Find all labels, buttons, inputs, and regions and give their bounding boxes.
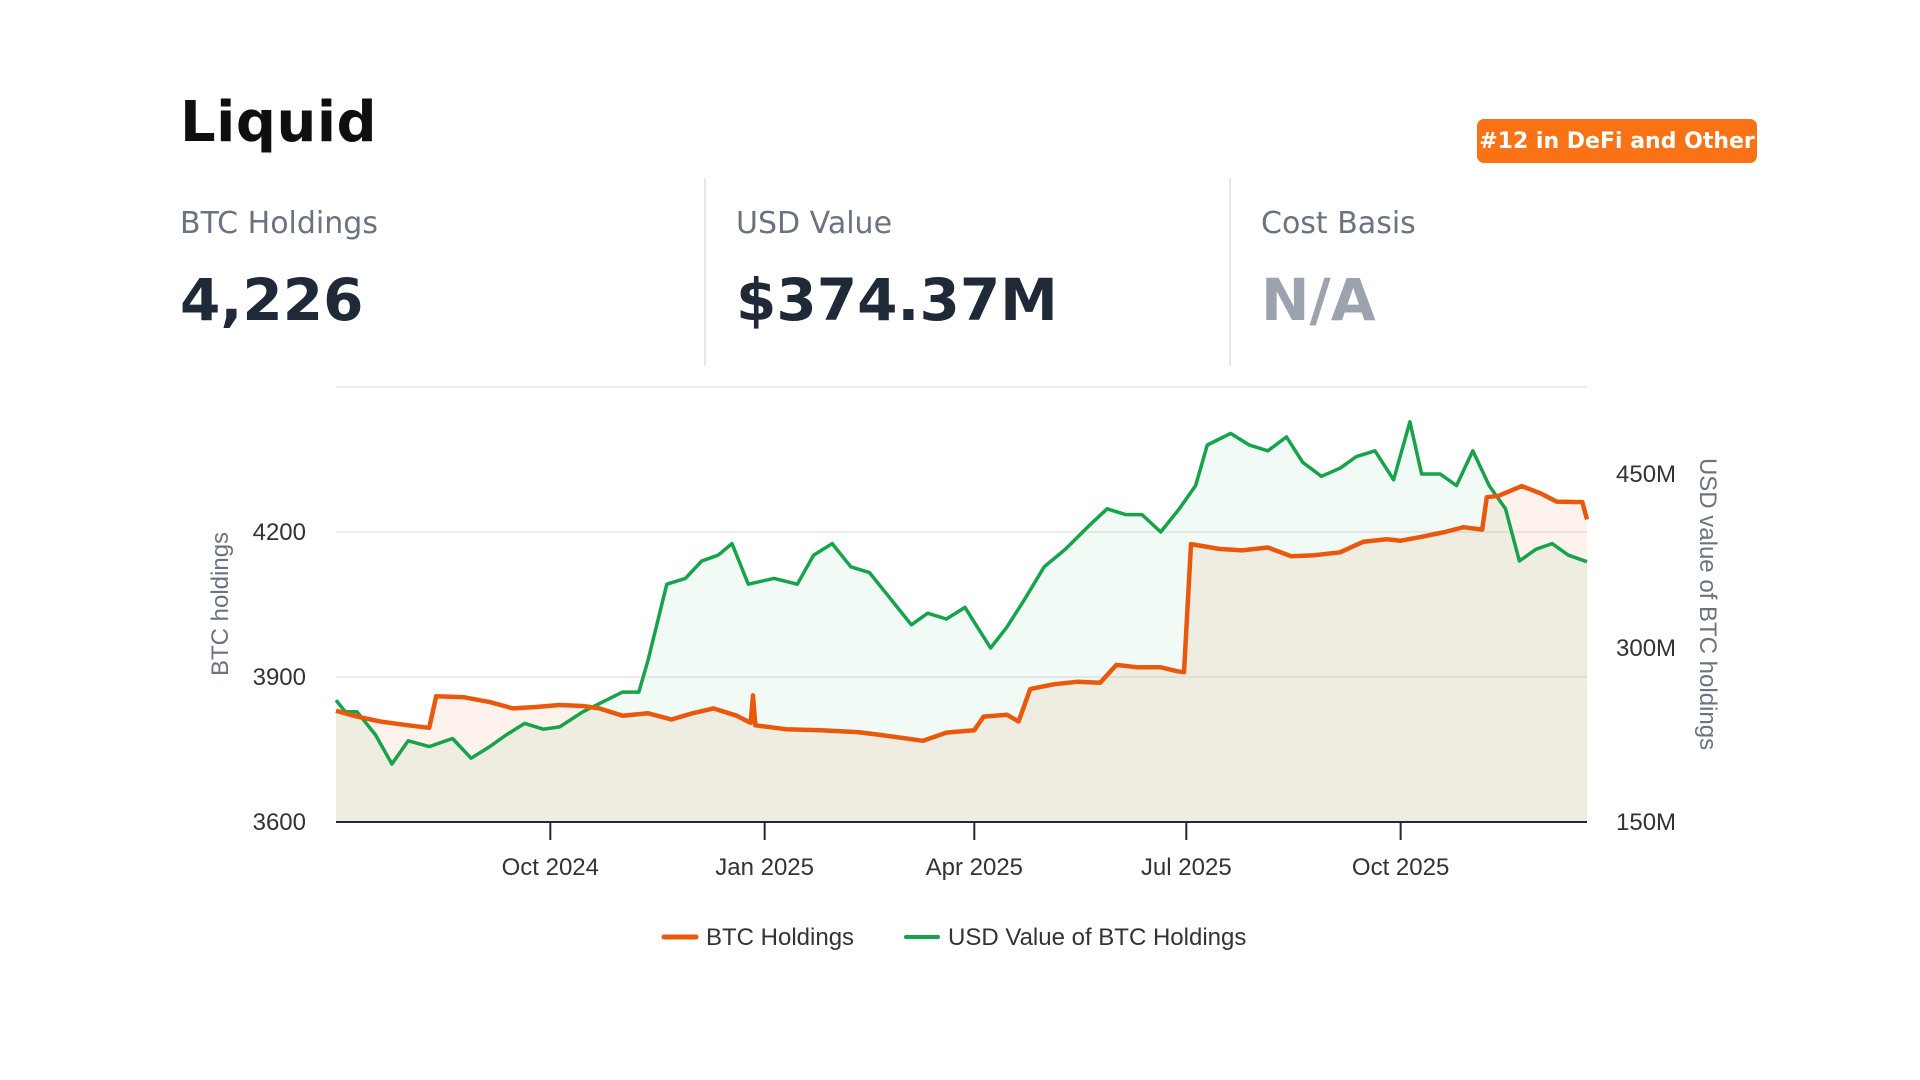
stat-cost-basis-label: Cost Basis — [1261, 206, 1416, 241]
y-right-tick-label: 150M — [1616, 809, 1676, 836]
x-tick-label: Apr 2025 — [926, 854, 1023, 881]
x-tick-label: Jan 2025 — [715, 854, 814, 881]
series-line-usd — [334, 420, 1588, 766]
x-tick-label: Oct 2025 — [1352, 854, 1449, 881]
legend-label-btc: BTC Holdings — [706, 924, 854, 951]
stat-cost-basis-value: N/A — [1261, 266, 1376, 334]
series-area-usd — [336, 421, 1587, 822]
stat-divider — [704, 178, 706, 366]
stat-usd-value-value: $374.37M — [736, 266, 1058, 334]
x-tick-label: Jul 2025 — [1141, 854, 1232, 881]
series-line-btc — [335, 483, 1590, 744]
stat-divider — [1229, 178, 1231, 366]
y-right-axis-title: USD value of BTC holdings — [1694, 458, 1721, 750]
x-tick-label: Oct 2024 — [502, 854, 599, 881]
stat-usd-value-label: USD Value — [736, 206, 893, 241]
y-left-tick-label: 4200 — [253, 519, 306, 546]
y-left-tick-label: 3600 — [253, 809, 306, 836]
y-right-tick-label: 300M — [1616, 635, 1676, 662]
y-left-tick-label: 3900 — [253, 664, 306, 691]
stat-btc-holdings-label: BTC Holdings — [180, 206, 378, 241]
stat-btc-holdings-value: 4,226 — [180, 266, 364, 334]
rank-badge[interactable]: #12 in DeFi and Other — [1477, 119, 1757, 163]
legend-label-usd: USD Value of BTC Holdings — [948, 924, 1246, 951]
y-right-tick-label: 450M — [1616, 461, 1676, 488]
series-area-btc — [336, 486, 1587, 822]
page-title: Liquid — [180, 90, 378, 155]
y-left-axis-title: BTC holdings — [207, 532, 234, 676]
